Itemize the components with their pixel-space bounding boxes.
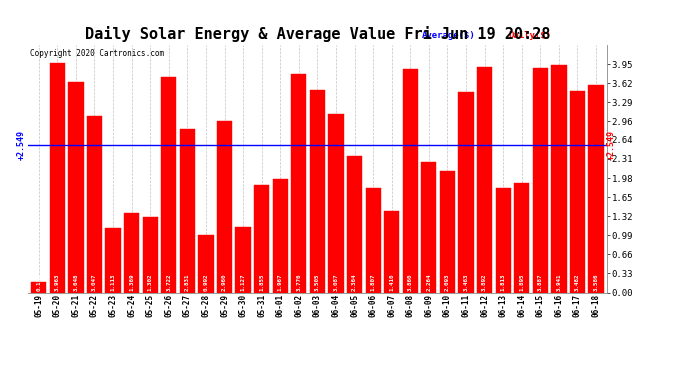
Text: 0.992: 0.992	[204, 274, 208, 291]
Text: Average($): Average($)	[422, 32, 475, 40]
Bar	[273, 179, 288, 292]
Text: 3.722: 3.722	[166, 274, 171, 291]
Text: 1.410: 1.410	[389, 274, 394, 291]
Bar	[421, 162, 437, 292]
Text: Copyright 2020 Cartronics.com: Copyright 2020 Cartronics.com	[30, 49, 165, 58]
Text: 3.586: 3.586	[593, 274, 598, 291]
Bar	[403, 69, 418, 292]
Text: 1.967: 1.967	[278, 274, 283, 291]
Bar	[570, 91, 585, 292]
Text: 2.831: 2.831	[185, 274, 190, 291]
Text: 2.960: 2.960	[222, 274, 227, 291]
Title: Daily Solar Energy & Average Value Fri Jun 19 20:28: Daily Solar Energy & Average Value Fri J…	[85, 27, 550, 42]
Bar	[217, 122, 232, 292]
Text: 2.093: 2.093	[445, 274, 450, 291]
Bar	[589, 85, 604, 292]
Text: 3.892: 3.892	[482, 274, 487, 291]
Bar	[291, 74, 306, 292]
Text: 3.482: 3.482	[575, 274, 580, 291]
Text: 3.887: 3.887	[538, 274, 543, 291]
Text: 1.895: 1.895	[520, 274, 524, 291]
Bar	[514, 183, 529, 292]
Text: 1.302: 1.302	[148, 274, 152, 291]
Bar	[124, 213, 139, 292]
Text: +2.549: +2.549	[17, 130, 26, 160]
Text: 3.860: 3.860	[408, 274, 413, 291]
Text: 3.648: 3.648	[73, 274, 79, 291]
Bar	[198, 235, 214, 292]
Bar	[347, 156, 362, 292]
Bar	[458, 92, 473, 292]
Bar	[235, 227, 250, 292]
Bar	[477, 68, 492, 292]
Text: 3.463: 3.463	[464, 274, 469, 291]
Bar	[551, 64, 566, 292]
Text: 3.087: 3.087	[333, 274, 339, 291]
Text: 1.855: 1.855	[259, 274, 264, 291]
Bar	[366, 188, 381, 292]
Bar	[106, 228, 121, 292]
Bar	[495, 188, 511, 292]
Text: 1.807: 1.807	[371, 274, 375, 291]
Bar	[87, 116, 102, 292]
Text: +2.549: +2.549	[607, 130, 616, 160]
Text: 1.113: 1.113	[110, 274, 115, 291]
Bar	[533, 68, 548, 292]
Text: 2.364: 2.364	[352, 274, 357, 291]
Bar	[143, 217, 158, 292]
Bar	[254, 185, 269, 292]
Bar	[50, 63, 65, 292]
Text: 3.963: 3.963	[55, 274, 60, 291]
Text: 2.264: 2.264	[426, 274, 431, 291]
Text: 3.047: 3.047	[92, 274, 97, 291]
Bar	[440, 171, 455, 292]
Text: 1.127: 1.127	[241, 274, 246, 291]
Text: 1.813: 1.813	[501, 274, 506, 291]
Text: Daily($): Daily($)	[509, 32, 552, 40]
Text: 1.369: 1.369	[129, 274, 134, 291]
Bar	[161, 77, 177, 292]
Bar	[384, 211, 400, 292]
Bar	[31, 282, 46, 292]
Text: 3.776: 3.776	[296, 274, 302, 291]
Text: 0.173: 0.173	[37, 274, 41, 291]
Bar	[179, 129, 195, 292]
Bar	[68, 81, 83, 292]
Bar	[328, 114, 344, 292]
Text: 3.941: 3.941	[556, 274, 562, 291]
Bar	[310, 90, 325, 292]
Text: 3.505: 3.505	[315, 274, 320, 291]
